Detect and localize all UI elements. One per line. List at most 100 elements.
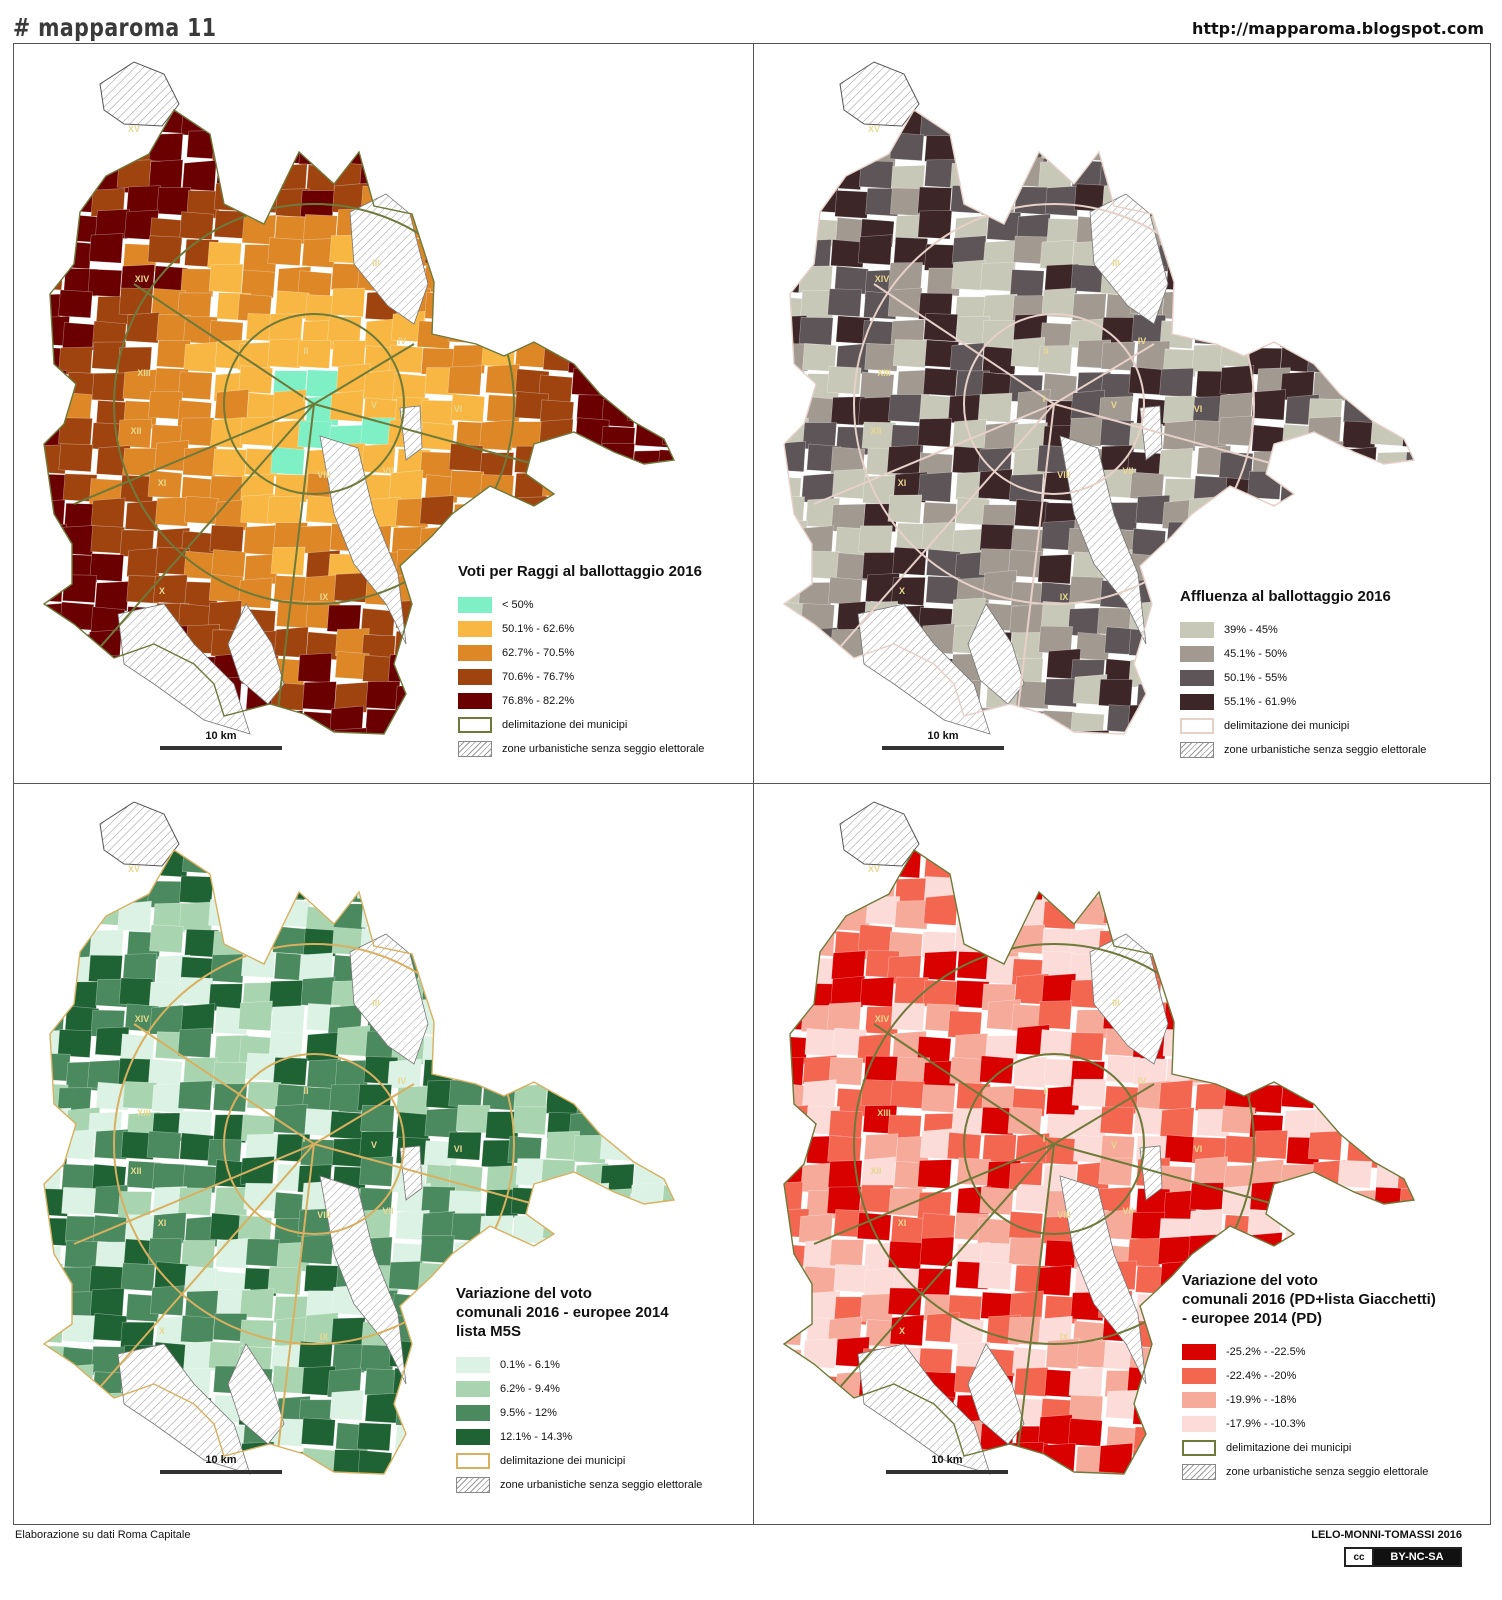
zone-cell xyxy=(629,873,664,903)
zone-cell xyxy=(64,729,100,734)
zone-cell xyxy=(773,763,807,782)
zone-cell xyxy=(182,1164,217,1194)
zone-cell xyxy=(422,161,458,192)
zone-cell xyxy=(1100,850,1136,855)
zone-cell xyxy=(425,131,461,162)
zone-cell xyxy=(597,497,632,528)
zone-cell xyxy=(954,1504,988,1522)
zone-cell xyxy=(888,262,923,292)
zone-cell xyxy=(568,1242,603,1274)
municipio-label: IX xyxy=(1060,1332,1069,1342)
zone-cell xyxy=(117,1446,152,1474)
zone-cell xyxy=(238,365,274,395)
municipio-label: VII xyxy=(382,1206,393,1216)
zone-cell xyxy=(360,852,396,882)
zone-cell xyxy=(123,680,159,709)
zone-cell xyxy=(1098,1442,1134,1474)
zone-cell xyxy=(62,1446,98,1474)
zone-cell xyxy=(120,264,156,295)
zone-cell xyxy=(1345,548,1381,578)
zone-cell xyxy=(1346,1210,1382,1240)
zone-cell xyxy=(511,850,546,857)
zone-cell xyxy=(240,140,275,170)
zone-cell xyxy=(540,977,576,1007)
zone-cell xyxy=(1010,1499,1044,1522)
zone-cell xyxy=(1342,521,1378,554)
municipio-label: XIII xyxy=(137,1108,151,1118)
zone-cell xyxy=(864,343,899,372)
zone-cell xyxy=(1337,850,1372,880)
blog-url-link[interactable]: http://mapparoma.blogspot.com xyxy=(1191,19,1484,38)
zone-cell xyxy=(571,906,607,935)
municipio-label: X xyxy=(899,1326,905,1336)
zone-cell xyxy=(215,1237,251,1269)
zone-cell xyxy=(365,1473,401,1474)
zone-cell xyxy=(240,879,276,909)
zone-cell xyxy=(1366,163,1402,195)
zone-cell xyxy=(1218,110,1253,111)
zone-no-polling-station xyxy=(99,61,180,127)
zone-cell xyxy=(1067,853,1103,883)
zone-cell xyxy=(1401,393,1414,424)
zone-cell xyxy=(1165,262,1201,292)
zone-cell xyxy=(178,819,212,849)
zone-cell xyxy=(890,1504,924,1522)
zone-cell xyxy=(1400,926,1414,956)
zone-cell xyxy=(539,1187,575,1216)
zone-cell xyxy=(894,900,929,930)
zone-cell xyxy=(985,137,1021,167)
zone-cell xyxy=(1068,1366,1104,1398)
zone-cell xyxy=(60,525,95,556)
municipio-label: IV xyxy=(1138,1076,1147,1086)
zone-cell xyxy=(1158,553,1193,582)
zone-cell xyxy=(539,1025,575,1058)
zone-cell xyxy=(1370,295,1405,325)
zone-cell xyxy=(94,581,130,612)
zone-cell xyxy=(916,1268,952,1297)
zone-cell xyxy=(1256,899,1292,931)
zone-cell xyxy=(155,758,189,782)
zone-cell xyxy=(1252,110,1287,116)
zone-cell xyxy=(893,236,929,266)
rome-outline xyxy=(782,109,1416,735)
rome-outline xyxy=(42,849,676,1475)
zone-cell xyxy=(921,521,956,552)
zone-cell xyxy=(1217,415,1253,447)
zone-cell xyxy=(1375,187,1411,217)
zone-cell xyxy=(576,1086,612,1117)
zone-cell xyxy=(452,263,488,295)
zone-cell xyxy=(1190,131,1225,160)
zone-cell xyxy=(628,110,664,118)
zone-cell xyxy=(1340,189,1376,219)
legend-item-border: delimitazione dei municipi xyxy=(458,713,748,737)
zone-cell xyxy=(156,187,192,216)
zone-cell xyxy=(426,550,461,580)
zone-cell xyxy=(919,394,954,423)
zone-cell xyxy=(91,757,125,782)
license-badge[interactable]: cc BY-NC-SA xyxy=(1344,1547,1462,1567)
zone-cell xyxy=(634,500,669,530)
zone-cell xyxy=(980,110,1016,117)
zone-cell xyxy=(1190,923,1226,952)
zone-cell xyxy=(1343,367,1379,397)
zone-cell xyxy=(454,759,488,782)
municipio-label: XIV xyxy=(875,274,890,284)
zone-cell xyxy=(425,628,460,659)
zone-cell xyxy=(1165,952,1200,984)
zone-cell xyxy=(1341,1240,1376,1270)
zone-cell xyxy=(784,261,802,294)
zone-cell xyxy=(515,1500,549,1522)
zone-cell xyxy=(447,365,483,396)
zone-cell xyxy=(512,190,548,221)
zone-cell xyxy=(93,654,128,685)
zone-cell xyxy=(657,495,674,528)
zone-cell xyxy=(1216,495,1252,525)
municipio-label: VIII xyxy=(317,470,331,480)
zone-cell xyxy=(1224,233,1260,265)
zone-cell xyxy=(1158,850,1194,875)
zone-cell xyxy=(1310,1184,1345,1214)
zone-cell xyxy=(89,553,125,582)
zone-cell xyxy=(1370,1059,1405,1089)
zone-cell xyxy=(455,292,490,323)
